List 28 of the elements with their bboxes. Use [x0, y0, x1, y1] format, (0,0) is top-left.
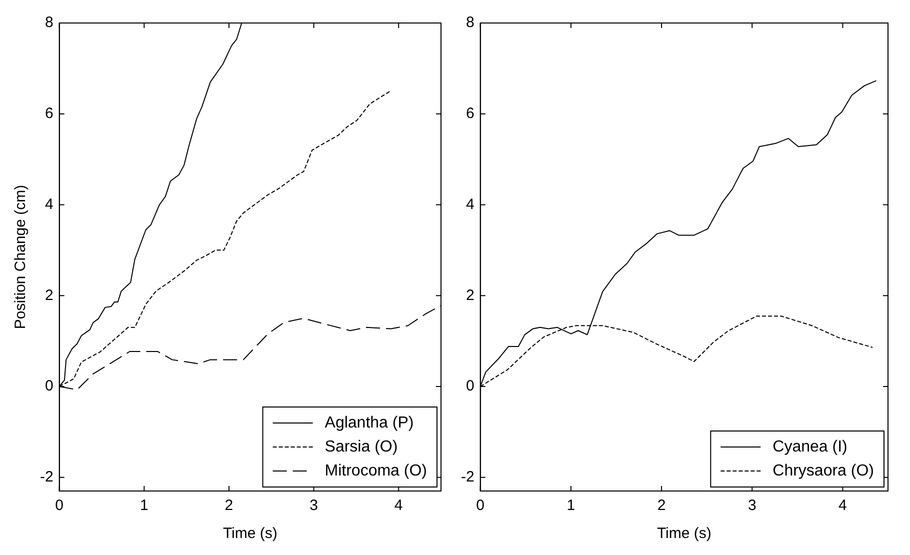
- x-tick-label: 1: [566, 497, 576, 514]
- x-axis-title: Time (s): [656, 525, 712, 542]
- y-tick-label: 4: [44, 196, 54, 213]
- y-axis-title: Position Change (cm): [12, 184, 30, 330]
- x-tick-label: 3: [310, 497, 318, 514]
- y-tick-label: 6: [466, 105, 474, 122]
- x-tick-label: 4: [394, 497, 403, 514]
- legend-label: Chrysaora (O): [772, 462, 874, 480]
- y-tick-label: 8: [44, 14, 54, 32]
- y-tick-label: 0: [44, 378, 54, 395]
- legend-label: Cyanea (I): [772, 438, 848, 456]
- y-tick-label: -2: [40, 468, 54, 486]
- y-tick-label: 6: [44, 105, 54, 122]
- legend-label: Aglantha (P): [324, 414, 414, 432]
- y-tick-label: -2: [460, 468, 474, 486]
- y-tick-label: 2: [44, 286, 54, 304]
- y-tick-label: 2: [466, 286, 474, 304]
- y-tick-label: 0: [466, 378, 474, 395]
- legend-label: Sarsia (O): [324, 438, 398, 456]
- y-tick-label: 8: [466, 14, 474, 32]
- x-tick-label: 2: [657, 497, 666, 514]
- x-tick-label: 2: [224, 497, 234, 514]
- y-tick-label: 4: [466, 196, 474, 213]
- x-tick-label: 1: [140, 497, 148, 514]
- x-tick-label: 3: [748, 497, 756, 514]
- x-axis-title: Time (s): [222, 525, 278, 542]
- x-tick-label: 4: [838, 497, 847, 514]
- legend-label: Mitrocoma (O): [324, 462, 428, 480]
